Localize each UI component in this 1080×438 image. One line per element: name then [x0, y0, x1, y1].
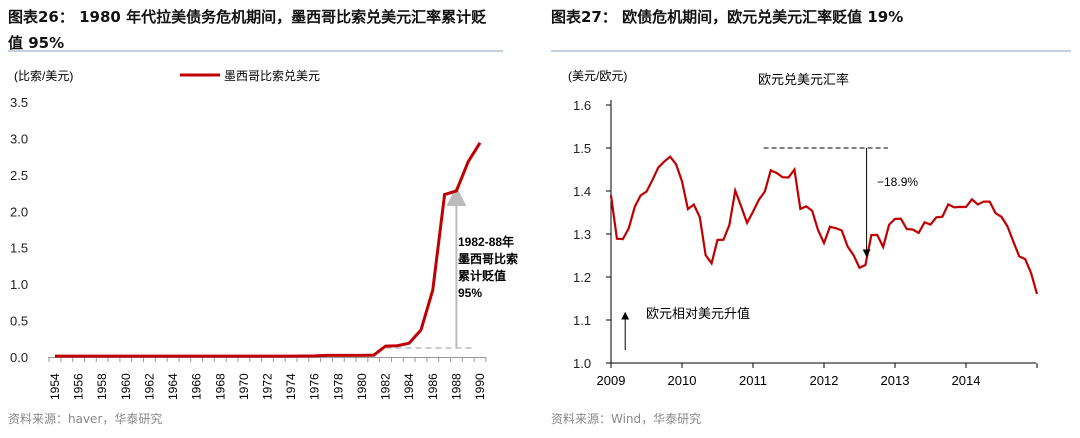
x-tick-label: 1982 [379, 373, 393, 400]
annotation-text: 墨西哥比索 [458, 251, 518, 266]
right-source: 资料来源：Wind，华泰研究 [551, 412, 702, 426]
x-tick-label: 1966 [190, 373, 204, 400]
annotation-text: 1982-88年 [458, 234, 514, 249]
x-tick-label: 1976 [308, 373, 322, 400]
y-tick-label: 3.5 [10, 95, 28, 110]
x-tick-label: 1970 [237, 373, 251, 400]
left-chart-title: 图表26： 1980 年代拉美债务危机期间，墨西哥比索兑美元汇率累计贬值 95% [8, 8, 487, 52]
x-tick-label: 1978 [331, 373, 345, 400]
y-tick-label: 1.5 [573, 141, 591, 156]
right-y-axis-label: (美元/欧元) [568, 69, 627, 83]
x-tick-label: 1990 [473, 373, 487, 400]
legend-label: 墨西哥比索兑美元 [224, 69, 320, 83]
x-tick-label: 1954 [48, 373, 62, 400]
y-tick-label: 3.0 [10, 131, 28, 146]
x-tick-label: 1972 [261, 373, 275, 400]
y-tick-label: 1.0 [573, 356, 591, 371]
x-tick-label: 2010 [668, 373, 697, 388]
rise-label: 欧元相对美元升值 [646, 306, 750, 321]
x-tick-label: 1984 [402, 373, 416, 400]
x-tick-label: 1968 [213, 373, 227, 400]
annotation-text: 累计贬值 [458, 268, 506, 283]
y-tick-label: 1.0 [10, 277, 28, 292]
x-tick-label: 1956 [72, 373, 86, 400]
y-tick-label: 1.4 [573, 184, 591, 199]
left-title-divider [8, 50, 503, 52]
left-source: 资料来源：haver，华泰研究 [8, 412, 163, 426]
y-tick-label: 0.0 [10, 350, 28, 365]
y-tick-label: 0.5 [10, 314, 28, 329]
y-tick-label: 1.6 [573, 98, 591, 113]
x-tick-label: 1980 [355, 373, 369, 400]
right-chart-title: 图表27： 欧债危机期间，欧元兑美元汇率贬值 19% [551, 8, 904, 26]
x-tick-label: 2012 [810, 373, 839, 388]
x-tick-label: 2014 [952, 373, 981, 388]
x-tick-label: 2009 [597, 373, 626, 388]
x-tick-label: 1988 [449, 373, 463, 400]
y-tick-label: 1.2 [573, 270, 591, 285]
x-tick-label: 1986 [426, 373, 440, 400]
eur-usd-line [609, 155, 1039, 295]
left-y-axis-label: (比索/美元) [14, 69, 73, 83]
y-tick-label: 2.0 [10, 204, 28, 219]
x-tick-label: 1962 [142, 373, 156, 400]
y-tick-label: 1.3 [573, 227, 591, 242]
y-tick-label: 1.5 [10, 241, 28, 256]
x-tick-label: 2013 [881, 373, 910, 388]
x-tick-label: 1964 [166, 373, 180, 400]
right-title-divider [551, 50, 1071, 52]
drop-label: −18.9% [877, 175, 918, 189]
x-tick-label: 1960 [119, 373, 133, 400]
annotation-text: 95% [458, 286, 482, 300]
x-tick-label: 1958 [95, 373, 109, 400]
y-tick-label: 1.1 [573, 313, 591, 328]
mxn-usd-line [55, 142, 482, 358]
x-tick-label: 1974 [284, 373, 298, 400]
x-tick-label: 2011 [739, 373, 767, 388]
y-tick-label: 2.5 [10, 168, 28, 183]
right-chart-inner-title: 欧元兑美元汇率 [758, 72, 849, 87]
